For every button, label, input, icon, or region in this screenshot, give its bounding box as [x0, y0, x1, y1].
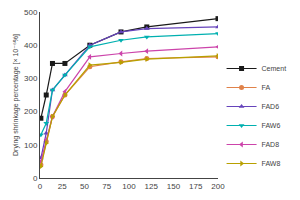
svg-text:Drying shrinkage percentage [×: Drying shrinkage percentage [× 10⁻⁶%] [12, 34, 20, 156]
svg-text:400: 400 [24, 41, 38, 50]
svg-text:0: 0 [33, 174, 38, 183]
svg-text:FAD8: FAD8 [262, 141, 280, 148]
svg-text:100: 100 [122, 182, 136, 191]
svg-text:0: 0 [38, 182, 43, 191]
svg-text:25: 25 [58, 182, 67, 191]
svg-text:Cement: Cement [262, 65, 287, 72]
svg-text:500: 500 [24, 8, 38, 17]
svg-text:50: 50 [80, 182, 89, 191]
svg-text:125: 125 [145, 182, 159, 191]
svg-text:200: 200 [211, 182, 225, 191]
svg-text:FAW8: FAW8 [262, 160, 281, 167]
svg-text:300: 300 [24, 74, 38, 83]
svg-text:150: 150 [167, 182, 181, 191]
svg-text:200: 200 [24, 107, 38, 116]
svg-text:75: 75 [102, 182, 111, 191]
svg-text:100: 100 [24, 141, 38, 150]
svg-text:FA: FA [262, 84, 271, 91]
svg-text:175: 175 [189, 182, 203, 191]
svg-text:FAD6: FAD6 [262, 103, 280, 110]
svg-text:FAW6: FAW6 [262, 122, 281, 129]
